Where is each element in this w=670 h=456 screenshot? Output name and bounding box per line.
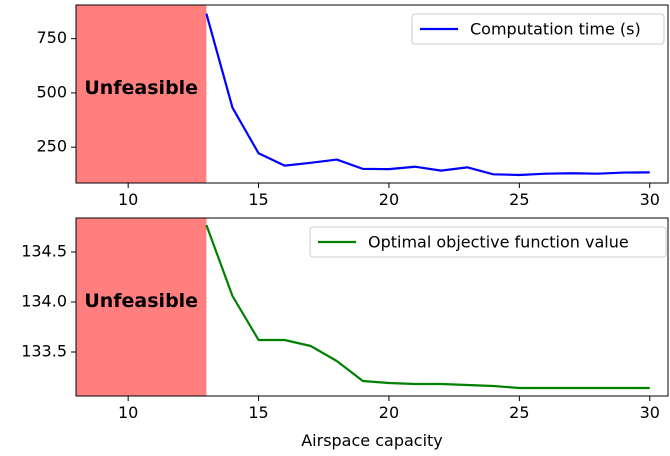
legend-label-objective-value: Optimal objective function value (368, 233, 629, 252)
y-tick-label: 250 (36, 137, 67, 156)
series-line-computation-time (205, 13, 650, 177)
x-axis-label: Airspace capacity (301, 431, 443, 450)
unfeasible-region-top (76, 5, 207, 183)
unfeasible-label-top: Unfeasible (84, 77, 198, 99)
x-tick-label: 25 (509, 403, 529, 422)
x-tick-label: 10 (118, 190, 138, 209)
x-axis-ticks-bottom: 10 15 20 25 30 (118, 396, 660, 422)
axes-frame-bottom (75, 217, 669, 397)
legend-label-computation-time: Computation time (s) (470, 20, 641, 39)
x-tick-label: 15 (248, 190, 268, 209)
x-tick-label: 25 (509, 190, 529, 209)
x-tick-label: 10 (118, 403, 138, 422)
y-tick-label: 133.5 (21, 342, 67, 361)
y-tick-label: 500 (36, 82, 67, 101)
unfeasible-label-bottom: Unfeasible (84, 290, 198, 312)
legend-box-bottom (309, 226, 667, 258)
legend-bottom: Optimal objective function value (309, 226, 667, 258)
x-axis-ticks-top: 10 15 20 25 30 (118, 183, 660, 209)
unfeasible-region-bottom (76, 218, 207, 396)
y-axis-ticks-bottom: 133.5 134.0 134.5 (21, 242, 76, 361)
x-tick-label: 20 (379, 403, 399, 422)
panel-computation-time: Unfeasible 250 500 750 10 15 20 25 30 Computat… (36, 4, 669, 209)
y-tick-label: 134.5 (21, 242, 67, 261)
x-tick-label: 15 (248, 403, 268, 422)
legend-top: Computation time (s) (411, 13, 665, 45)
axes-frame-top (75, 4, 669, 184)
y-axis-ticks-top: 250 500 750 (36, 28, 76, 156)
x-tick-label: 20 (379, 190, 399, 209)
x-tick-label: 30 (640, 190, 660, 209)
x-tick-label: 30 (640, 403, 660, 422)
panel-objective-value: Unfeasible 133.5 134.0 134.5 10 15 20 25 30 Op… (21, 217, 669, 450)
legend-box-top (411, 13, 665, 45)
y-tick-label: 750 (36, 28, 67, 47)
series-line-objective-value (205, 224, 650, 390)
y-tick-label: 134.0 (21, 292, 67, 311)
